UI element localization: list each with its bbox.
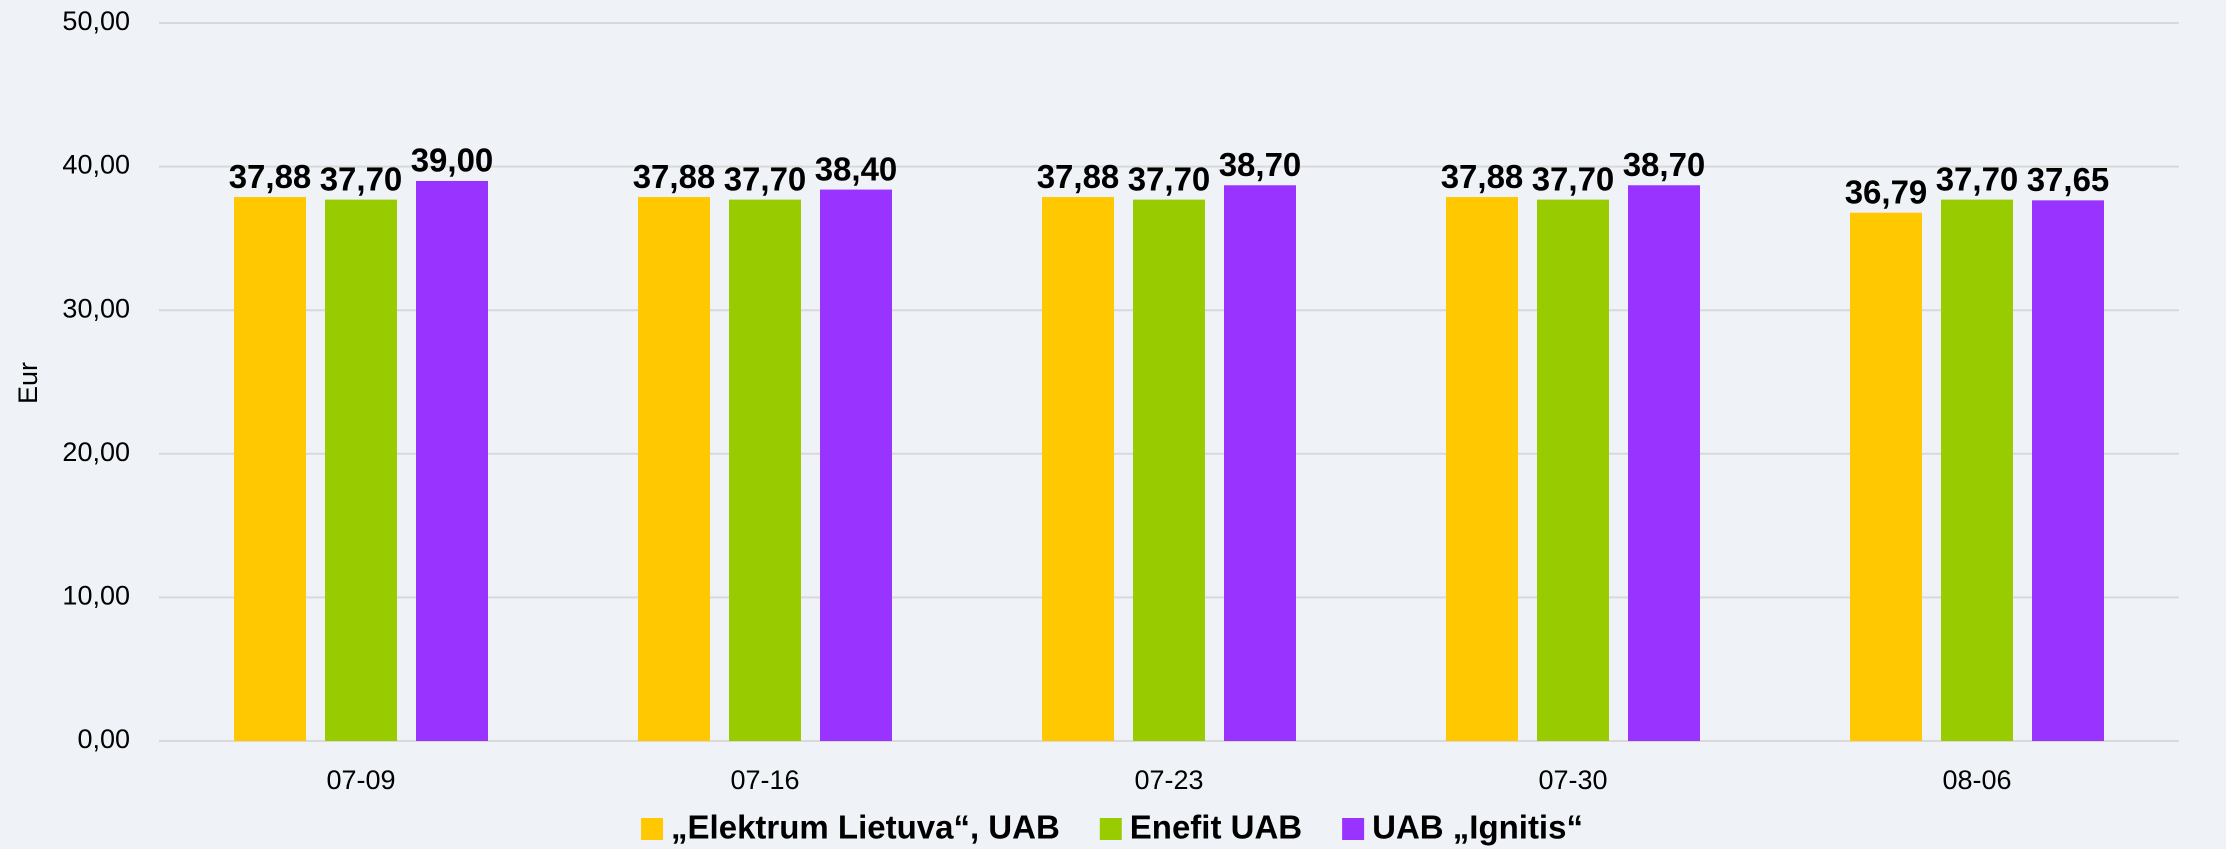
- bar: [1628, 185, 1700, 741]
- legend-swatch: [1099, 818, 1122, 840]
- y-tick-label: 50,00: [62, 6, 130, 36]
- bar: [416, 180, 488, 741]
- legend-swatch: [1342, 818, 1365, 840]
- bar: [1850, 212, 1922, 741]
- value-label: 37,70: [1936, 160, 2019, 197]
- bar: [1537, 199, 1609, 742]
- bar: [1446, 197, 1518, 741]
- value-label: 37,65: [2027, 161, 2110, 198]
- y-tick-label: 0,00: [77, 724, 130, 754]
- y-axis-label: Eur: [13, 362, 43, 404]
- bar: [1224, 185, 1296, 741]
- bar: [1133, 199, 1205, 742]
- bar: [729, 199, 801, 742]
- value-label: 37,70: [1532, 160, 1615, 197]
- x-tick-label: 07-09: [326, 765, 395, 795]
- value-label: 38,40: [815, 150, 898, 187]
- value-label: 39,00: [411, 142, 494, 179]
- bar: [820, 189, 892, 742]
- legend-label: Enefit UAB: [1130, 809, 1302, 846]
- value-label: 38,70: [1623, 146, 1706, 183]
- y-tick-label: 20,00: [62, 437, 130, 467]
- bar: [1042, 197, 1114, 741]
- legend-label: UAB „Ignitis“: [1372, 809, 1583, 846]
- value-label: 37,88: [1441, 158, 1524, 195]
- value-label: 37,70: [724, 160, 807, 197]
- x-tick-label: 08-06: [1942, 765, 2011, 795]
- x-tick-label: 07-16: [730, 765, 799, 795]
- y-tick-label: 40,00: [62, 150, 130, 180]
- value-label: 37,88: [229, 158, 312, 195]
- bar: [325, 199, 397, 742]
- legend-label: „Elektrum Lietuva“, UAB: [671, 809, 1060, 846]
- value-label: 37,88: [1037, 158, 1120, 195]
- bar: [1941, 199, 2013, 742]
- bar: [2032, 200, 2104, 741]
- bar: [638, 197, 710, 741]
- value-label: 36,79: [1845, 173, 1928, 210]
- legend-swatch: [641, 818, 664, 840]
- value-label: 38,70: [1219, 146, 1302, 183]
- value-label: 37,70: [320, 160, 403, 197]
- y-tick-label: 30,00: [62, 293, 130, 323]
- bar: [234, 197, 306, 741]
- x-tick-label: 07-23: [1134, 765, 1203, 795]
- y-tick-label: 10,00: [62, 581, 130, 611]
- value-label: 37,88: [633, 158, 716, 195]
- x-tick-label: 07-30: [1538, 765, 1607, 795]
- value-label: 37,70: [1128, 160, 1211, 197]
